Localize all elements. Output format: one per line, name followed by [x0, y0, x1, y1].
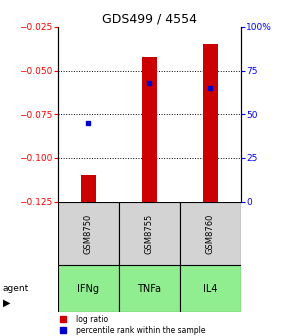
- Bar: [81, 175, 96, 202]
- Text: GSM8760: GSM8760: [206, 213, 215, 254]
- Bar: [119, 265, 180, 312]
- Title: GDS499 / 4554: GDS499 / 4554: [102, 13, 197, 26]
- Text: GSM8755: GSM8755: [145, 213, 154, 254]
- Bar: [142, 56, 157, 202]
- Bar: [58, 265, 119, 312]
- Bar: [203, 44, 218, 202]
- Text: ▶: ▶: [3, 297, 10, 307]
- Bar: [58, 202, 119, 265]
- Bar: [180, 265, 241, 312]
- Text: log ratio: log ratio: [76, 314, 108, 324]
- Text: IL4: IL4: [203, 284, 218, 294]
- Text: TNFa: TNFa: [137, 284, 161, 294]
- Text: GSM8750: GSM8750: [84, 213, 93, 254]
- Text: IFNg: IFNg: [77, 284, 99, 294]
- Text: agent: agent: [3, 285, 29, 293]
- Bar: [119, 202, 180, 265]
- Bar: [180, 202, 241, 265]
- Text: percentile rank within the sample: percentile rank within the sample: [76, 326, 206, 335]
